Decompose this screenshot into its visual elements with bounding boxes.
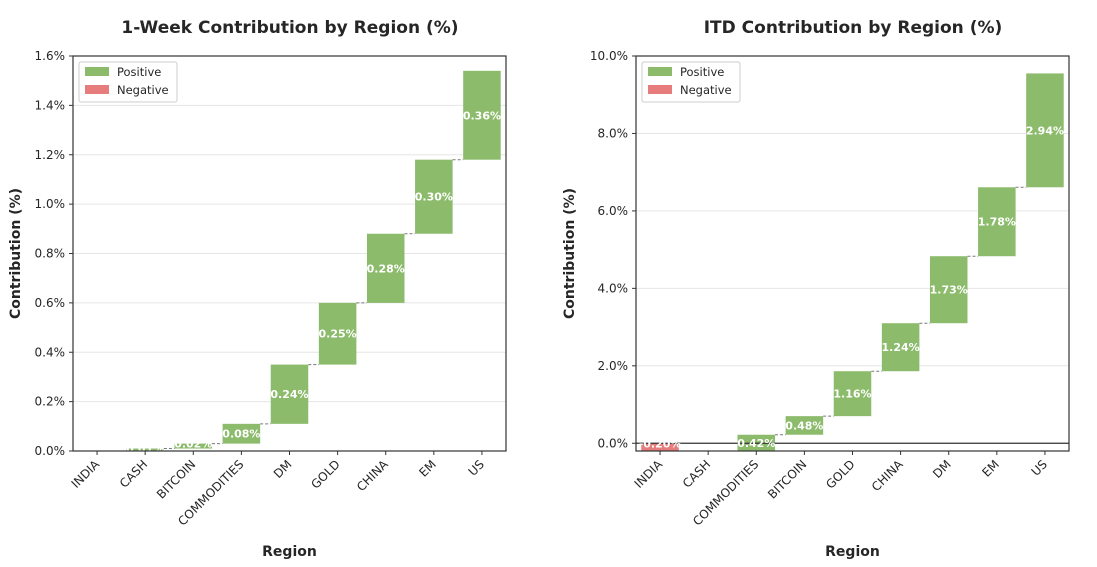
legend-swatch bbox=[85, 67, 109, 76]
bar-value-label: 0.28% bbox=[367, 262, 405, 275]
bar-china bbox=[881, 323, 920, 372]
y-tick-label: 1.6% bbox=[35, 49, 66, 63]
bar-value-label: -0.20% bbox=[639, 437, 682, 450]
legend-label: Negative bbox=[117, 83, 169, 97]
legend-label: Negative bbox=[680, 83, 732, 97]
bar-value-label: 1.78% bbox=[978, 216, 1016, 229]
x-tick-label: BITCOIN bbox=[154, 457, 198, 501]
x-tick-label: BITCOIN bbox=[765, 457, 809, 501]
bar-value-label: 2.94% bbox=[1026, 124, 1064, 137]
bar-india bbox=[641, 443, 679, 451]
chart-1-week: 0.00% 0.01% 0.02%0.08%0.24%0.25%0.28%0.30%… bbox=[8, 18, 507, 560]
bar-cash bbox=[126, 448, 164, 451]
x-tick-label: DM bbox=[271, 457, 295, 481]
bar-value-label: 0.48% bbox=[785, 419, 823, 432]
bar-value-label: 0.24% bbox=[270, 388, 308, 401]
y-tick-label: 2.0% bbox=[598, 359, 629, 373]
bar-value-label: 0.30% bbox=[415, 191, 453, 204]
bar-bitcoin bbox=[785, 416, 824, 435]
y-tick-label: 0.6% bbox=[35, 296, 66, 310]
y-tick-label: 0.4% bbox=[35, 345, 66, 359]
x-tick-label: CHINA bbox=[354, 457, 391, 494]
bar-value-label: 1.16% bbox=[833, 388, 871, 401]
legend-swatch bbox=[648, 85, 672, 94]
x-tick-label: EM bbox=[979, 457, 1002, 480]
bar-dm bbox=[929, 256, 968, 324]
bar-value-label: 1.73% bbox=[930, 284, 968, 297]
bar-us bbox=[463, 70, 501, 160]
legend: Positive Negative bbox=[78, 61, 178, 103]
y-tick-label: 10.0% bbox=[590, 49, 628, 63]
y-tick-label: 1.2% bbox=[35, 148, 66, 162]
chart-itd: -0.20%0.00%0.42%0.48%1.16%1.24%1.73%1.78… bbox=[562, 18, 1070, 560]
bar-dm bbox=[270, 364, 309, 424]
bar-value-label: 0.08% bbox=[222, 428, 260, 441]
x-tick-label: CHINA bbox=[869, 457, 906, 494]
y-axis-label: Contribution (%) bbox=[562, 188, 578, 319]
x-tick-label: US bbox=[466, 457, 488, 479]
x-axis-label: Region bbox=[825, 544, 880, 560]
legend-label: Positive bbox=[680, 65, 724, 79]
chart-title: 1-Week Contribution by Region (%) bbox=[121, 18, 458, 38]
bar-us bbox=[1026, 73, 1064, 188]
x-axis-label: Region bbox=[262, 544, 317, 560]
bar-value-label: 0.01% bbox=[126, 443, 164, 456]
x-tick-label: INDIA bbox=[632, 457, 666, 491]
bar-value-label: 0.36% bbox=[463, 109, 501, 122]
y-tick-label: 8.0% bbox=[598, 126, 629, 140]
x-tick-label: INDIA bbox=[69, 457, 103, 491]
x-tick-label: GOLD bbox=[823, 457, 857, 491]
bar-value-label: 1.24% bbox=[882, 341, 920, 354]
y-tick-label: 0.0% bbox=[598, 436, 629, 450]
bar-bitcoin bbox=[174, 443, 213, 449]
legend-swatch bbox=[648, 67, 672, 76]
y-tick-label: 4.0% bbox=[598, 281, 629, 295]
x-tick-label: CASH bbox=[117, 457, 150, 490]
bar-commodities bbox=[222, 423, 261, 444]
x-tick-label: EM bbox=[416, 457, 439, 480]
bar-value-label: 0.42% bbox=[737, 437, 775, 450]
y-tick-label: 0.2% bbox=[35, 395, 66, 409]
chart-title: ITD Contribution by Region (%) bbox=[704, 18, 1003, 38]
y-tick-label: 0.8% bbox=[35, 247, 66, 261]
legend-label: Positive bbox=[117, 65, 161, 79]
x-tick-label: CASH bbox=[680, 457, 713, 490]
y-tick-label: 6.0% bbox=[598, 204, 629, 218]
y-tick-label: 1.4% bbox=[35, 98, 66, 112]
y-tick-label: 0.0% bbox=[35, 444, 66, 458]
x-tick-label: US bbox=[1029, 457, 1051, 479]
y-axis-label: Contribution (%) bbox=[8, 188, 24, 319]
bar-value-label: 0.02% bbox=[174, 438, 212, 451]
y-tick-label: 1.0% bbox=[35, 197, 66, 211]
bar-gold bbox=[318, 302, 357, 365]
x-tick-label: GOLD bbox=[308, 457, 342, 491]
x-tick-label: DM bbox=[930, 457, 954, 481]
bar-china bbox=[366, 233, 405, 303]
bar-gold bbox=[833, 371, 872, 417]
legend-swatch bbox=[85, 85, 109, 94]
bar-em bbox=[978, 187, 1016, 257]
legend: Positive Negative bbox=[641, 61, 741, 103]
bar-value-label: 0.25% bbox=[319, 328, 357, 341]
bar-em bbox=[415, 159, 453, 234]
